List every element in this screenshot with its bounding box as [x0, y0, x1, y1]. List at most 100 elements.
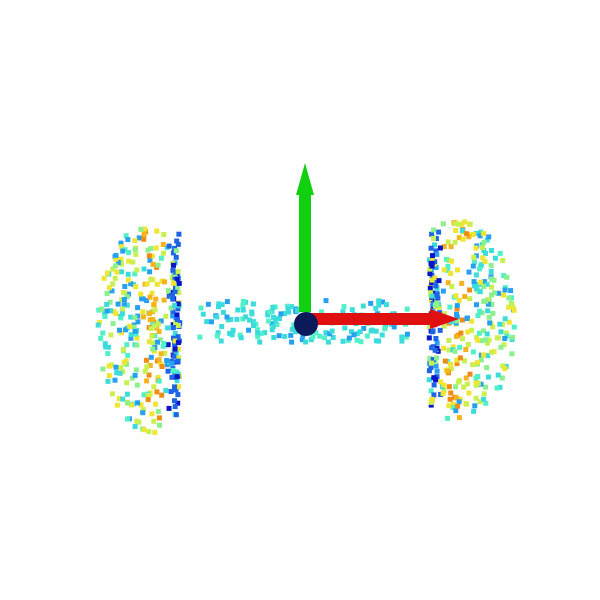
point [445, 263, 451, 269]
point [467, 287, 473, 293]
point [170, 367, 176, 373]
point [121, 360, 127, 366]
point [432, 242, 437, 248]
point [485, 308, 491, 314]
point [481, 239, 487, 245]
point [504, 274, 510, 280]
point [291, 322, 297, 328]
point [455, 403, 461, 409]
point [125, 271, 131, 277]
point [154, 228, 160, 234]
point [446, 347, 452, 353]
point [173, 248, 179, 254]
point [457, 415, 462, 421]
point [274, 322, 280, 327]
point [453, 408, 459, 414]
point [132, 328, 138, 334]
point [380, 299, 386, 305]
point [435, 295, 441, 301]
point [429, 396, 435, 402]
point [124, 391, 130, 397]
point [434, 291, 440, 297]
point [157, 337, 163, 343]
point [113, 252, 119, 258]
point [125, 237, 131, 243]
point [469, 318, 475, 324]
point [462, 219, 468, 225]
point [354, 337, 360, 343]
point [453, 228, 459, 233]
point [171, 302, 177, 308]
point [434, 340, 440, 346]
point [489, 349, 494, 355]
point [172, 398, 177, 404]
point [506, 319, 512, 325]
point [165, 342, 171, 348]
point [145, 247, 151, 253]
point [506, 304, 512, 310]
point [404, 306, 410, 312]
point [511, 324, 517, 330]
point [229, 332, 235, 338]
point [452, 239, 458, 245]
point [138, 291, 144, 297]
point [157, 422, 162, 428]
point [466, 234, 472, 240]
point [140, 410, 146, 416]
point [461, 384, 467, 390]
point [488, 269, 494, 274]
point [432, 280, 438, 286]
point [478, 357, 484, 363]
point [313, 330, 319, 336]
point [399, 334, 405, 340]
point [506, 295, 512, 301]
point [155, 375, 161, 380]
point [172, 341, 178, 347]
point [114, 370, 120, 376]
point [175, 269, 181, 275]
point [98, 335, 104, 341]
point [173, 254, 179, 260]
point [155, 409, 161, 414]
point [124, 380, 130, 386]
point [172, 338, 178, 344]
point [481, 396, 486, 402]
point [204, 319, 210, 325]
point [121, 297, 127, 302]
point [161, 297, 167, 303]
point [175, 317, 180, 323]
point [436, 304, 442, 310]
point [165, 368, 171, 374]
point [271, 335, 277, 340]
point [473, 286, 479, 292]
point [498, 344, 504, 350]
point [205, 301, 211, 307]
point [487, 320, 493, 326]
point [496, 290, 502, 296]
point [340, 338, 346, 344]
point [329, 328, 335, 334]
point [509, 351, 515, 357]
point [448, 271, 454, 276]
point [219, 324, 225, 329]
point [501, 273, 507, 279]
point [175, 241, 181, 247]
point [175, 306, 181, 312]
point [176, 384, 181, 390]
point [120, 248, 126, 254]
point [109, 391, 115, 397]
point [477, 308, 483, 314]
point [489, 292, 495, 298]
point [452, 348, 458, 354]
point [131, 324, 137, 330]
point [165, 325, 171, 331]
point [460, 317, 465, 323]
point [116, 396, 122, 402]
point [165, 288, 171, 294]
point [154, 389, 160, 395]
point [118, 256, 124, 262]
point [483, 400, 489, 406]
point [474, 360, 480, 366]
